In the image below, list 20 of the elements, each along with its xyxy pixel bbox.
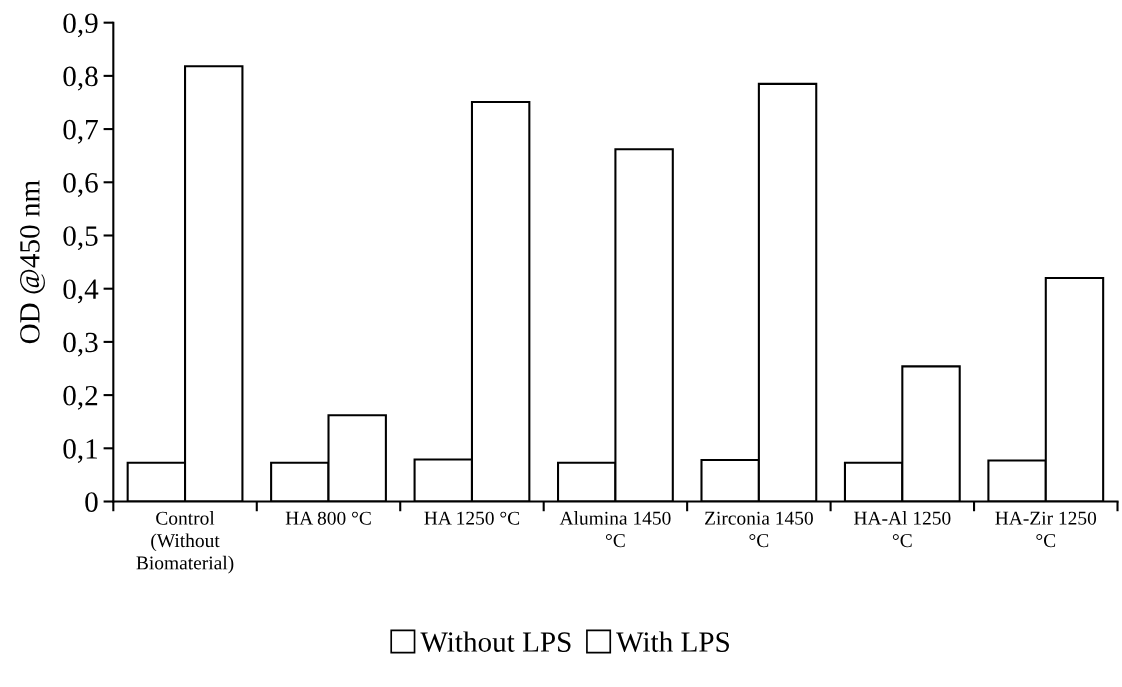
y-tick-label: 0,8 bbox=[63, 66, 98, 91]
x-tick-label: Alumina 1450 °C bbox=[559, 511, 671, 548]
legend-label: With LPS bbox=[616, 631, 729, 653]
legend-label: Without LPS bbox=[420, 631, 571, 653]
y-tick-label: 0 bbox=[85, 492, 98, 512]
y-tick-label: 0,1 bbox=[63, 439, 97, 463]
x-tick-label: HA 800 °C bbox=[285, 511, 371, 525]
y-tick-label: 0,3 bbox=[63, 332, 98, 357]
x-tick-label: Zirconia 1450 °C bbox=[705, 511, 813, 548]
x-tick-label: HA 1250 °C bbox=[424, 511, 520, 525]
y-tick-label: 0,7 bbox=[63, 119, 98, 144]
y-tick-label: 0,5 bbox=[63, 226, 98, 251]
x-tick-label: HA-Al 1250 °C bbox=[854, 511, 951, 548]
y-axis-title: OD @450 nm bbox=[19, 180, 45, 344]
x-tick-label: HA-Zir 1250 °C bbox=[995, 511, 1097, 548]
y-tick-label: 0,2 bbox=[63, 385, 98, 410]
y-tick-label: 0,6 bbox=[63, 173, 98, 197]
y-tick-label: 0,9 bbox=[63, 13, 98, 38]
y-tick-label: 0,4 bbox=[63, 279, 99, 304]
x-tick-label: Control (Without Biomaterial) bbox=[136, 511, 234, 574]
